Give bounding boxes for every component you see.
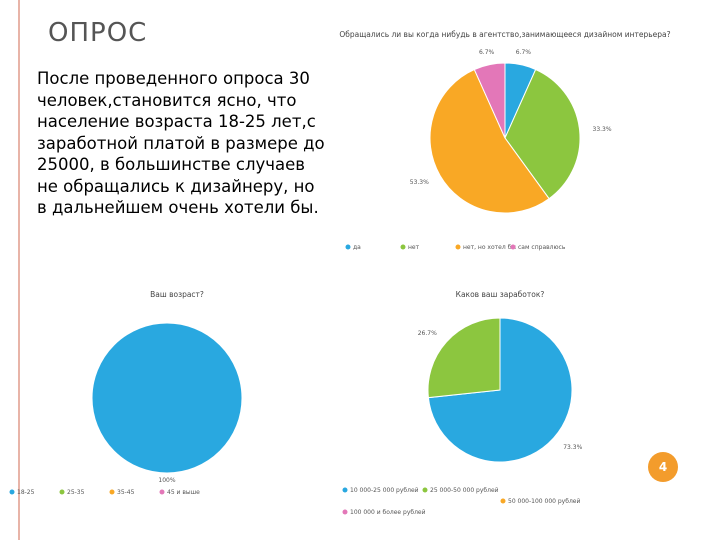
slide-title: ОПРОС: [48, 18, 148, 48]
legend-label: 100 000 и более рублей: [350, 509, 426, 516]
legend-label: 25-35: [67, 489, 85, 496]
pie-slice: [427, 317, 501, 399]
chart-title: Обращались ли вы когда нибудь в агентств…: [339, 30, 670, 39]
pie-slice: [504, 68, 581, 200]
legend-label: 45 и выше: [167, 489, 200, 496]
legend-swatch: [500, 498, 506, 504]
slide-border: [18, 0, 20, 540]
data-label: 26.7%: [418, 330, 437, 337]
chart-title: Ваш возраст?: [150, 290, 204, 299]
legend-swatch: [342, 509, 348, 515]
legend-swatch: [59, 489, 65, 495]
legend-swatch: [510, 244, 516, 250]
data-label: 6.7%: [479, 49, 495, 56]
legend-label: нет: [408, 244, 420, 251]
data-label: 6.7%: [516, 49, 532, 56]
legend-label: 35-45: [117, 489, 135, 496]
legend-label: 18-25: [17, 489, 35, 496]
page-number: 4: [648, 452, 678, 482]
pie-slice: [473, 62, 506, 139]
pie-slice: [429, 68, 550, 214]
legend-swatch: [342, 487, 348, 493]
legend-swatch: [422, 487, 428, 493]
legend-swatch: [455, 244, 461, 250]
chart-title: Каков ваш заработок?: [456, 290, 545, 299]
legend-label: да: [353, 244, 361, 251]
legend-swatch: [9, 489, 15, 495]
data-label: 53.3%: [410, 179, 429, 186]
legend-label: 25 000-50 000 рублей: [430, 487, 499, 494]
legend-swatch: [345, 244, 351, 250]
legend-label: 10 000-25 000 рублей: [350, 487, 419, 494]
legend-label: нет, но хотел бы: [463, 244, 516, 251]
data-label: 73.3%: [563, 444, 582, 451]
data-label: 33.3%: [593, 126, 612, 133]
legend-label: 50 000-100 000 рублей: [508, 498, 580, 505]
legend-swatch: [109, 489, 115, 495]
slide-text: После проведенного опроса 30 человек,ста…: [37, 69, 325, 217]
legend-label: сам справлюсь: [518, 244, 566, 251]
legend-swatch: [400, 244, 406, 250]
legend-swatch: [159, 489, 165, 495]
data-label: 100%: [158, 477, 175, 484]
pie-slice: [91, 322, 243, 474]
